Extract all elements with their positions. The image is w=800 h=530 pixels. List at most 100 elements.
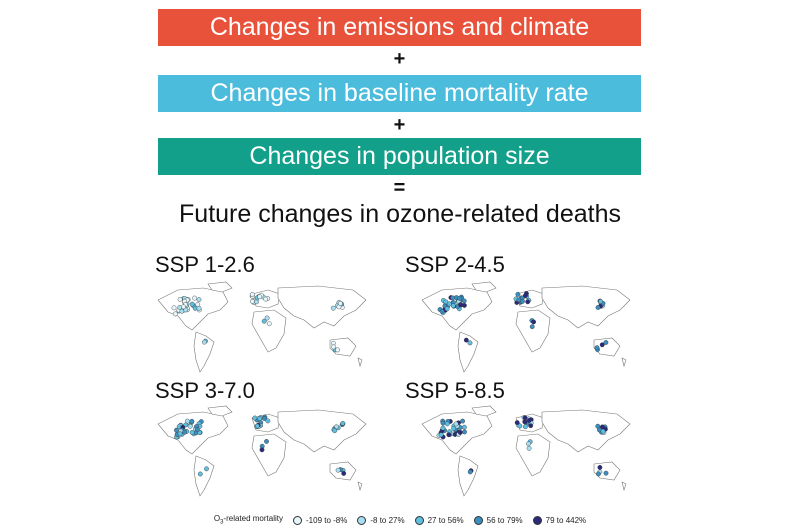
city-marker <box>529 324 535 330</box>
city-marker <box>195 427 200 433</box>
result-label: Future changes in ozone-related deaths <box>179 200 621 228</box>
city-marker <box>517 423 523 429</box>
city-marker <box>458 302 464 308</box>
city-marker <box>467 340 473 346</box>
city-marker <box>249 291 255 297</box>
legend-swatch-icon <box>473 515 483 525</box>
land-outline <box>357 481 363 492</box>
city-marker <box>526 441 531 447</box>
city-marker <box>525 299 531 305</box>
baseline-mortality-bar: Changes in baseline mortality rate <box>158 75 641 112</box>
city-marker <box>177 296 183 302</box>
map-ssp370 <box>148 404 388 524</box>
city-marker <box>463 337 469 343</box>
city-marker <box>266 321 272 327</box>
map-ssp126 <box>148 280 388 400</box>
land-outline <box>471 405 497 417</box>
city-marker <box>185 418 190 424</box>
legend-swatch-icon <box>532 515 542 525</box>
legend-item: 56 to 79% <box>473 515 523 525</box>
city-marker <box>603 340 609 345</box>
land-outline <box>207 281 233 293</box>
land-outline <box>207 405 233 417</box>
city-marker <box>461 298 467 304</box>
city-marker <box>197 471 203 477</box>
city-marker <box>261 318 267 324</box>
city-marker <box>440 420 446 426</box>
city-marker <box>173 427 179 433</box>
legend-swatch-icon <box>293 515 302 525</box>
legend-item: -109 to -8% <box>293 515 347 525</box>
city-marker <box>453 421 459 427</box>
city-marker <box>450 303 456 309</box>
city-marker <box>600 428 606 434</box>
city-marker <box>526 445 532 451</box>
land-outline <box>541 409 631 453</box>
city-marker <box>189 418 195 424</box>
city-marker <box>603 470 609 476</box>
city-marker <box>330 305 336 311</box>
city-marker <box>252 415 258 421</box>
city-marker <box>171 305 177 311</box>
city-marker <box>457 295 463 301</box>
city-marker <box>254 423 260 429</box>
equals-operator: = <box>393 177 406 199</box>
city-marker <box>204 466 209 472</box>
emissions-climate-bar: Changes in emissions and climate <box>158 9 641 46</box>
land-outline <box>515 309 551 353</box>
land-outline <box>621 357 627 368</box>
legend-swatch-icon <box>414 515 424 525</box>
city-marker <box>257 416 263 422</box>
city-marker <box>335 467 341 473</box>
city-marker <box>594 345 600 351</box>
land-outline <box>515 433 551 477</box>
city-marker <box>523 293 528 299</box>
city-marker <box>446 432 452 438</box>
plus-operator-2: + <box>393 114 406 136</box>
land-outline <box>277 409 367 453</box>
city-marker <box>462 424 467 430</box>
city-marker <box>457 429 463 435</box>
city-marker <box>254 299 260 305</box>
city-marker <box>440 425 446 431</box>
city-marker <box>187 423 193 429</box>
population-size-bar: Changes in population size <box>158 138 641 175</box>
legend-item: -8 to 27% <box>357 515 405 525</box>
city-marker <box>182 429 187 435</box>
city-marker <box>444 421 450 427</box>
city-marker <box>195 302 201 307</box>
city-marker <box>335 347 341 353</box>
city-marker <box>196 297 202 302</box>
city-marker <box>189 301 195 307</box>
map-ssp245 <box>412 280 652 400</box>
city-marker <box>332 428 338 434</box>
city-marker <box>528 423 534 429</box>
city-marker <box>451 425 456 431</box>
city-marker <box>337 301 343 306</box>
land-outline <box>251 433 287 477</box>
legend-swatch-icon <box>357 515 367 525</box>
city-marker <box>202 339 207 345</box>
city-marker <box>181 304 186 310</box>
city-marker <box>462 429 467 435</box>
city-marker <box>595 471 601 477</box>
land-outline <box>457 331 479 373</box>
land-outline <box>193 331 215 373</box>
city-marker <box>598 298 604 304</box>
land-outline <box>621 481 627 492</box>
city-marker <box>264 439 269 444</box>
city-marker <box>531 319 537 325</box>
city-marker <box>514 420 520 425</box>
city-marker <box>526 418 532 423</box>
panel-title-ssp585: SSP 5-8.5 <box>405 378 505 403</box>
city-marker <box>595 305 601 310</box>
city-marker <box>460 418 465 424</box>
city-marker <box>522 415 528 421</box>
land-outline <box>251 309 287 353</box>
panel-title-ssp126: SSP 1-2.6 <box>155 252 255 277</box>
city-marker <box>177 431 183 437</box>
city-marker <box>264 315 270 321</box>
city-marker <box>189 429 195 435</box>
city-marker <box>520 298 525 304</box>
city-marker <box>439 309 445 314</box>
